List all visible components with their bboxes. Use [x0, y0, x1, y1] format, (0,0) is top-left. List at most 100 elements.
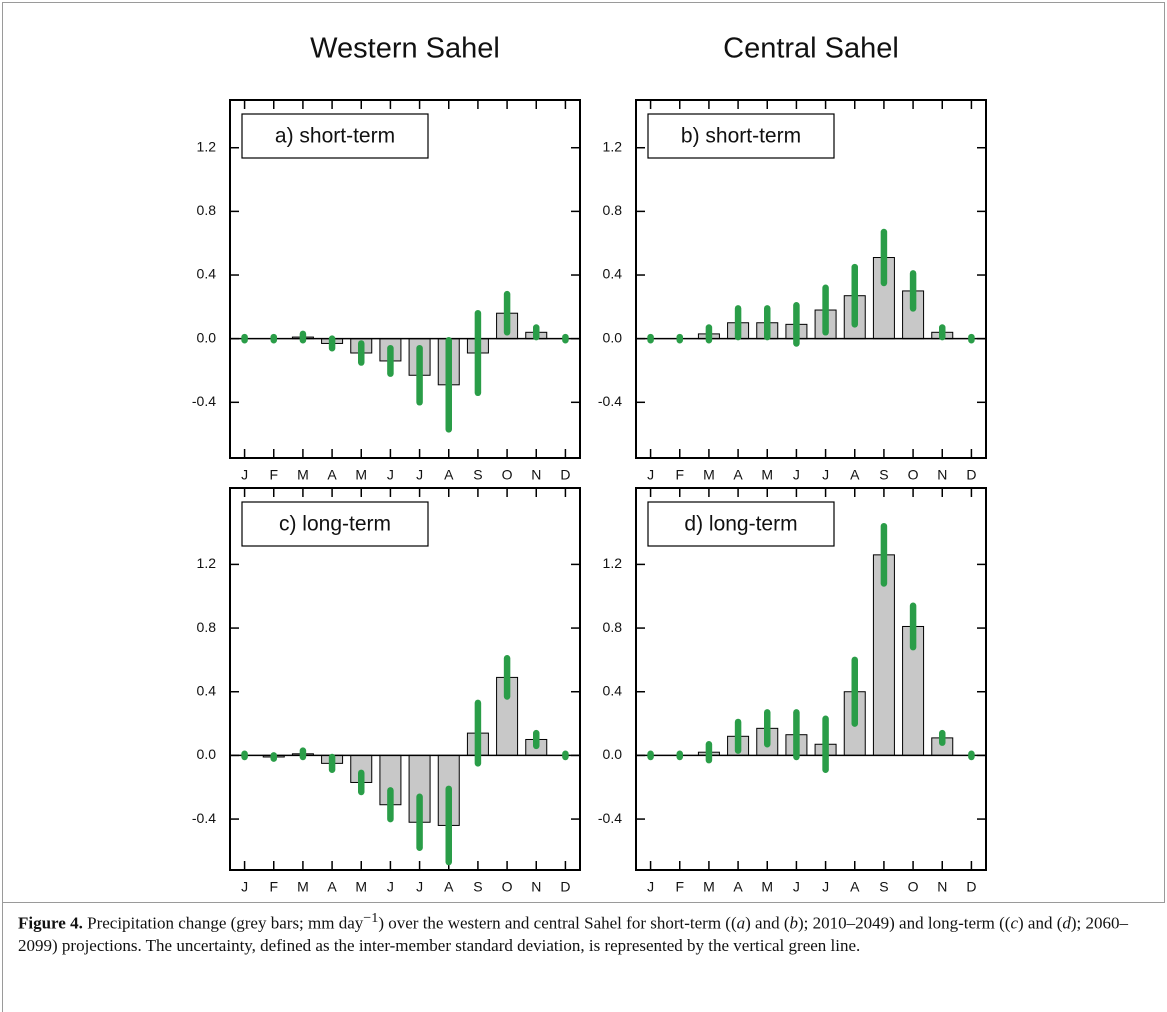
- x-tick-label: F: [269, 879, 278, 895]
- x-tick-label: N: [937, 879, 947, 895]
- x-tick-label: A: [850, 879, 860, 895]
- x-tick-label: M: [355, 879, 367, 895]
- column-title: Western Sahel: [310, 33, 500, 65]
- x-tick-label: D: [560, 467, 570, 483]
- panel-label: b) short-term: [681, 125, 801, 148]
- x-tick-label: J: [387, 879, 394, 895]
- caption-text: ) and (: [1018, 913, 1063, 933]
- frame-divider: [2, 902, 1165, 903]
- panel-label-box: [647, 113, 835, 159]
- plot-frame: [229, 99, 581, 459]
- x-tick-label: A: [444, 467, 454, 483]
- panel-label: c) long-term: [279, 513, 391, 536]
- x-tick-label: J: [241, 879, 248, 895]
- y-tick-label: 1.2: [197, 138, 217, 154]
- x-tick-label: A: [327, 879, 337, 895]
- y-tick-label: 0.8: [197, 202, 217, 218]
- x-tick-label: O: [502, 467, 513, 483]
- x-tick-label: D: [966, 879, 976, 895]
- x-tick-label: S: [879, 467, 888, 483]
- x-tick-label: F: [269, 467, 278, 483]
- caption-text: ) and (: [745, 913, 790, 933]
- x-tick-label: O: [908, 879, 919, 895]
- panel-label-box: [241, 501, 429, 547]
- panel-label-box: [241, 113, 429, 159]
- x-tick-label: F: [675, 879, 684, 895]
- caption-label: Figure 4.: [18, 913, 83, 933]
- y-tick-label: 0.4: [197, 266, 217, 282]
- x-tick-label: N: [531, 879, 541, 895]
- x-tick-label: S: [879, 879, 888, 895]
- y-tick-label: -0.4: [192, 393, 216, 409]
- y-tick-label: 0.4: [197, 682, 217, 698]
- x-tick-label: A: [444, 879, 454, 895]
- y-tick-label: 0.8: [603, 619, 623, 635]
- x-tick-label: S: [473, 467, 482, 483]
- y-tick-label: -0.4: [192, 810, 216, 826]
- x-tick-label: J: [793, 879, 800, 895]
- frame-left: [2, 2, 3, 1012]
- x-tick-label: M: [297, 879, 309, 895]
- x-tick-label: S: [473, 879, 482, 895]
- panel-label: d) long-term: [684, 513, 797, 536]
- x-tick-label: D: [966, 467, 976, 483]
- caption-text: ); 2010–2049) and long-term ((: [798, 913, 1011, 933]
- y-tick-label: 0.8: [603, 202, 623, 218]
- x-tick-label: M: [297, 467, 309, 483]
- caption-text: b: [789, 913, 799, 933]
- y-tick-label: 0.4: [603, 266, 623, 282]
- x-tick-label: N: [937, 467, 947, 483]
- y-tick-label: 1.2: [197, 555, 217, 571]
- x-tick-label: N: [531, 467, 541, 483]
- x-tick-label: A: [733, 879, 743, 895]
- panel-label-box: [647, 501, 835, 547]
- x-tick-label: M: [761, 879, 773, 895]
- x-tick-label: J: [647, 467, 654, 483]
- caption-text: a: [736, 913, 746, 933]
- caption-text: c: [1010, 913, 1018, 933]
- plot-frame: [635, 487, 987, 871]
- plot-frame: [229, 487, 581, 871]
- y-tick-label: 0.0: [603, 746, 623, 762]
- caption-text: Precipitation change (grey bars; mm day: [87, 913, 364, 933]
- x-tick-label: A: [733, 467, 743, 483]
- x-tick-label: D: [560, 879, 570, 895]
- x-tick-label: O: [908, 467, 919, 483]
- x-tick-label: M: [355, 467, 367, 483]
- y-tick-label: 0.4: [603, 682, 623, 698]
- x-tick-label: O: [502, 879, 513, 895]
- column-title: Central Sahel: [723, 33, 899, 65]
- plot-frame: [635, 99, 987, 459]
- y-tick-label: -0.4: [598, 810, 622, 826]
- x-tick-label: A: [850, 467, 860, 483]
- x-tick-label: J: [822, 467, 829, 483]
- x-tick-label: M: [703, 467, 715, 483]
- x-tick-label: J: [793, 467, 800, 483]
- x-tick-label: F: [675, 467, 684, 483]
- x-tick-label: M: [703, 879, 715, 895]
- x-tick-label: J: [416, 879, 423, 895]
- panel-label: a) short-term: [275, 125, 395, 148]
- y-tick-label: 1.2: [603, 555, 623, 571]
- caption-text: d: [1062, 913, 1071, 933]
- y-tick-label: 0.0: [603, 329, 623, 345]
- x-tick-label: A: [327, 467, 337, 483]
- caption-text: −1: [363, 910, 379, 926]
- x-tick-label: J: [416, 467, 423, 483]
- x-tick-label: J: [647, 879, 654, 895]
- x-tick-label: M: [761, 467, 773, 483]
- frame-top: [2, 2, 1165, 3]
- y-tick-label: 0.0: [197, 746, 217, 762]
- chart-grid: Western Sahel Central Sahel -0.4 0.0 0.4 0.8 1…: [192, 33, 987, 895]
- x-tick-label: J: [822, 879, 829, 895]
- figure-caption: Figure 4. Precipitation change (grey bar…: [18, 907, 1148, 957]
- y-tick-label: -0.4: [598, 393, 622, 409]
- x-tick-label: J: [387, 467, 394, 483]
- caption-text: ); 2060–2099) projections. The uncertain…: [18, 913, 1129, 955]
- y-tick-label: 0.0: [197, 329, 217, 345]
- y-tick-label: 0.8: [197, 619, 217, 635]
- caption-text: ) over the western and central Sahel for…: [378, 913, 737, 933]
- x-tick-label: J: [241, 467, 248, 483]
- y-tick-label: 1.2: [603, 138, 623, 154]
